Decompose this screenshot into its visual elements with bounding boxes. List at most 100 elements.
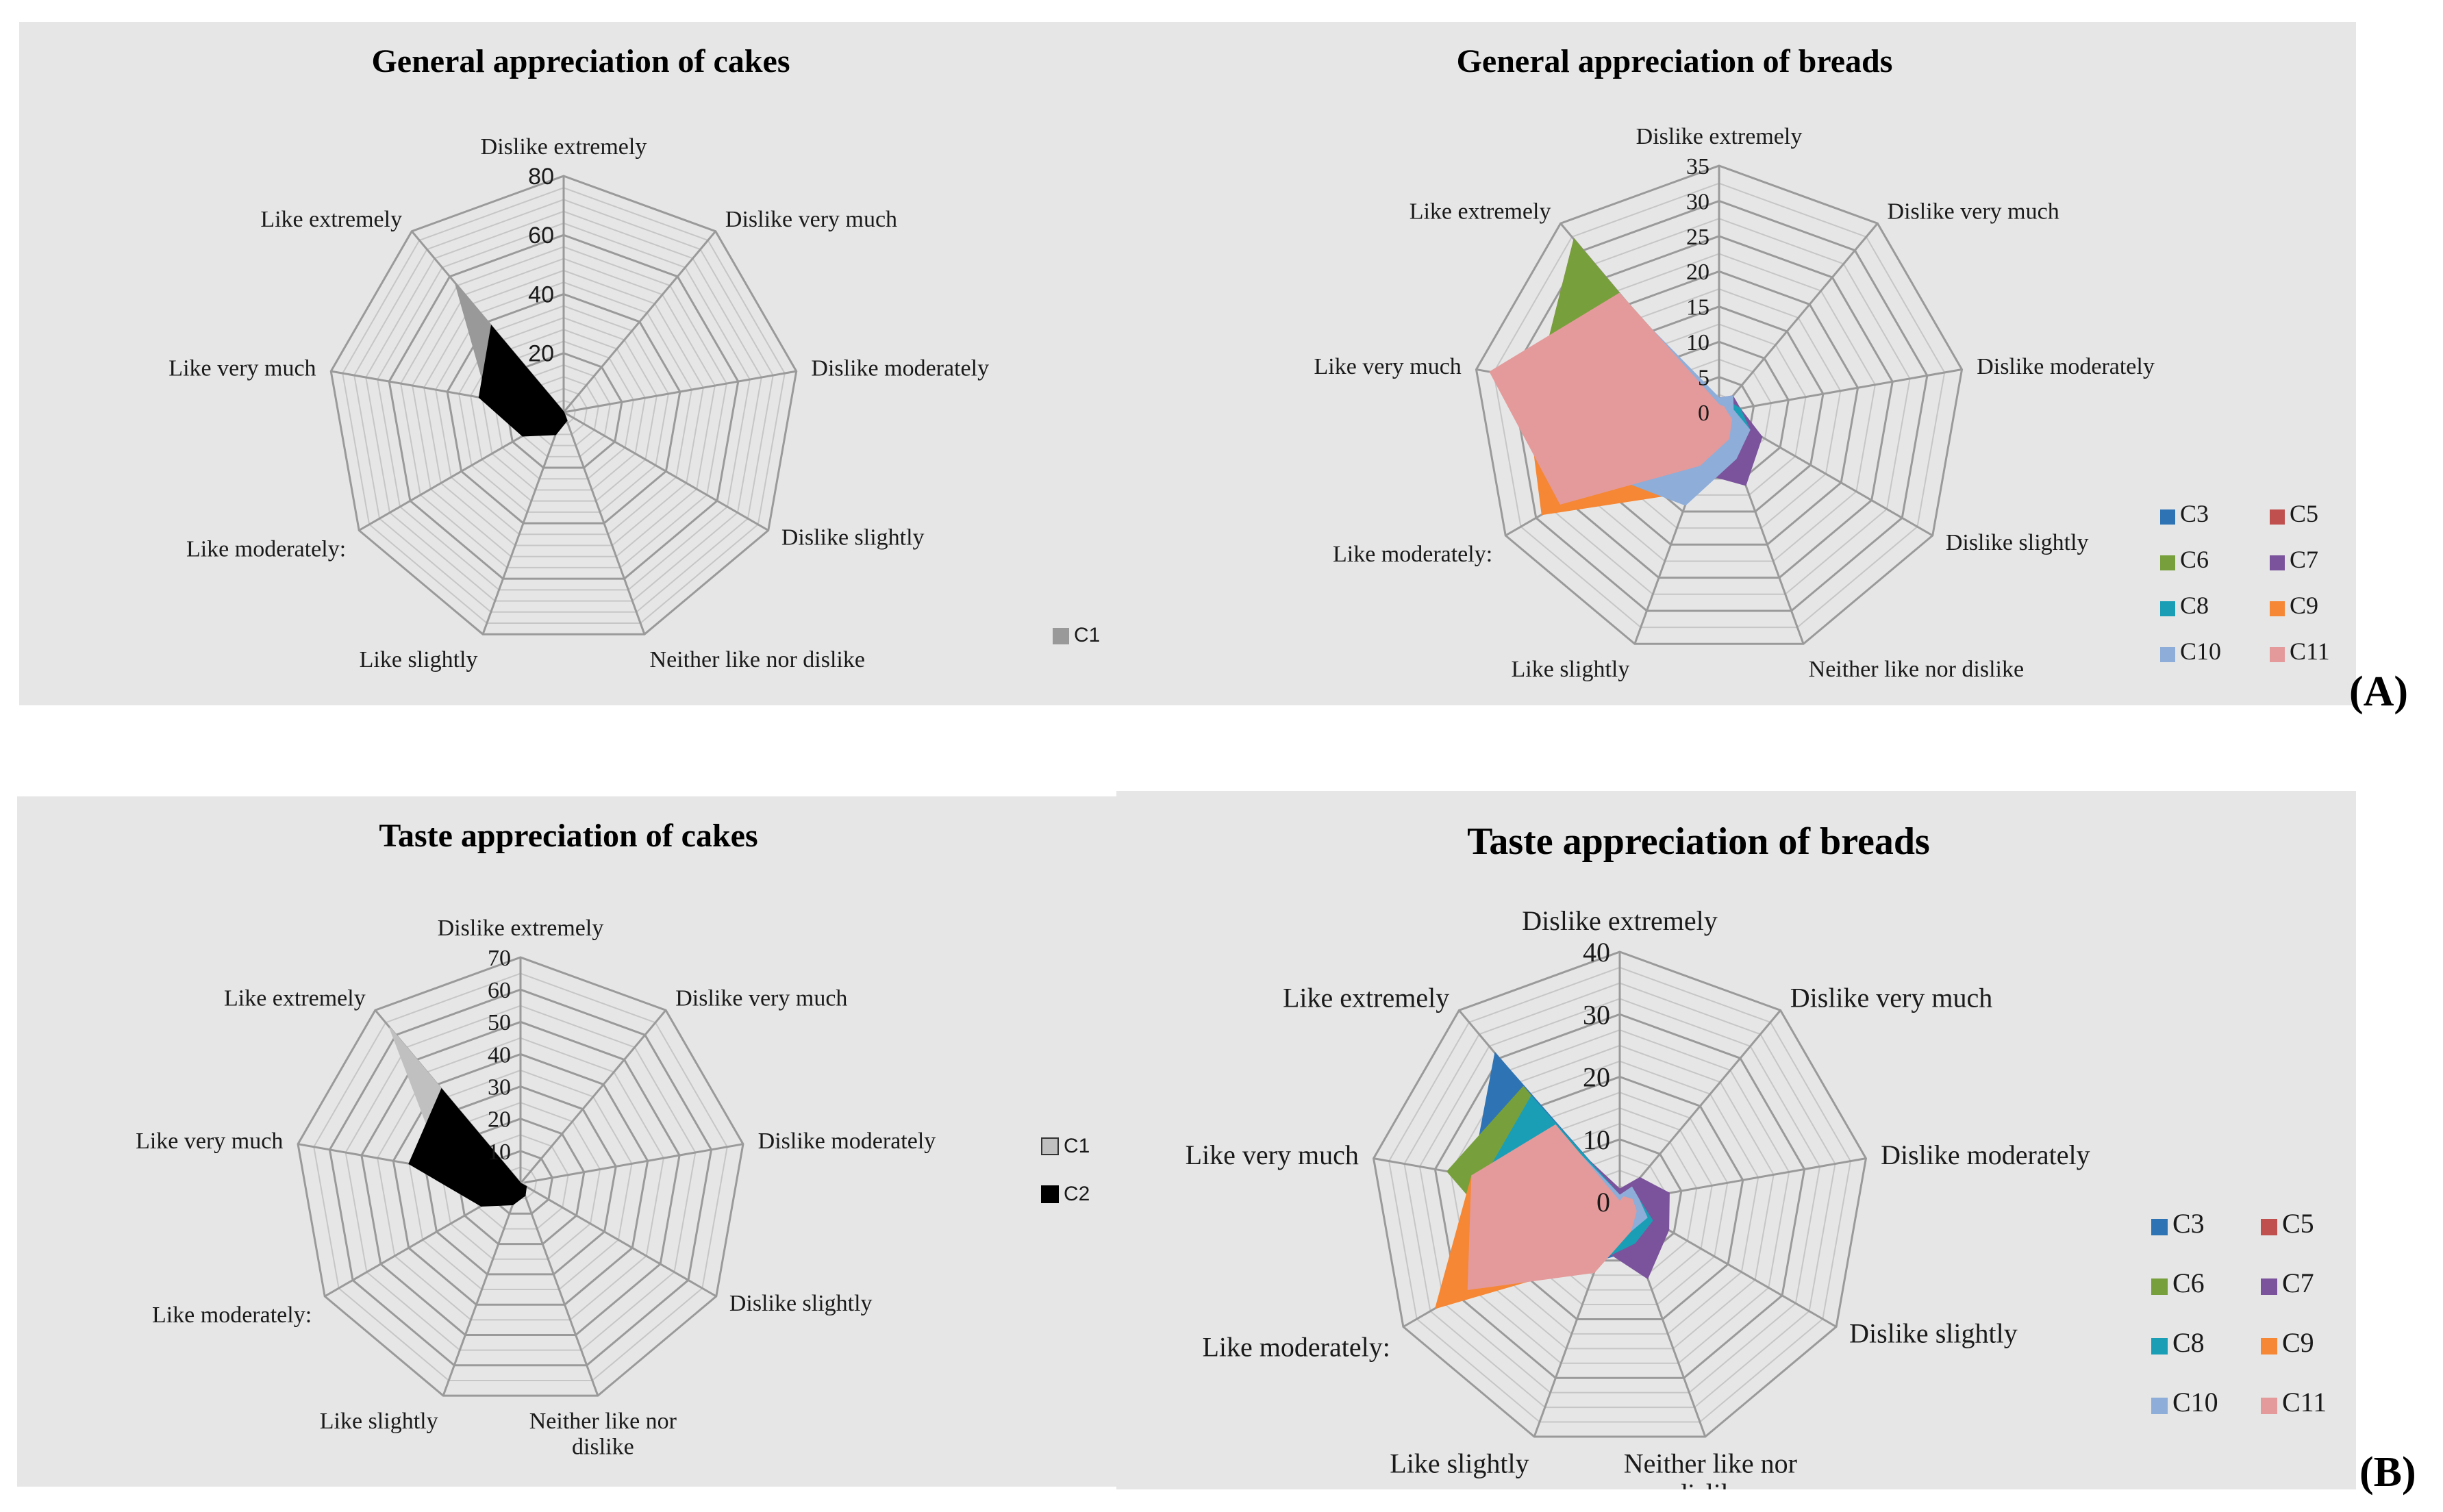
legend-label-c1: C1: [1074, 624, 1100, 646]
radar-spoke: [481, 412, 565, 635]
radar-category-label: Like moderately:: [1333, 542, 1492, 567]
radar-category-label: Like extremely: [224, 986, 366, 1011]
radar-spoke: [520, 1182, 717, 1298]
legend-label-c1: C1: [1064, 1135, 1090, 1157]
radar-category-label: Neither like nor dislike: [1809, 657, 2024, 682]
radar-tick-label: 50: [488, 1010, 511, 1035]
legend-swatch-c7: [2261, 1278, 2277, 1295]
legend-label-c5: C5: [2282, 1208, 2314, 1239]
legend-label-c10: C10: [2172, 1387, 2218, 1418]
chart-panel-general-breads: General appreciation of breads 35 30 25 20 1…: [1113, 22, 2356, 705]
legend-swatch-c2: [1041, 1185, 1059, 1203]
radar-tick-label: 25: [1686, 225, 1709, 250]
legend-label-c9: C9: [2282, 1327, 2314, 1358]
radar-tick-label: 30: [488, 1074, 511, 1100]
radar-major-gridline: [328, 988, 713, 1367]
radar-tick-label: 30: [1583, 999, 1610, 1030]
radar-category-label: Dislike moderately: [811, 355, 989, 381]
radar-chart-taste-breads: 40 30 20 10 0 Dislike extremely Dislike very m…: [1186, 905, 2327, 1489]
radar-category-label: Dislike slightly: [1946, 530, 2089, 555]
chart-panel-taste-cakes: Taste appreciation of cakes 70 60 50 40 30 20…: [17, 796, 1130, 1487]
legend-swatch-c6: [2151, 1278, 2168, 1295]
legend-swatch-c10: [2160, 647, 2175, 662]
radar-category-label: Like moderately:: [152, 1302, 312, 1328]
radar-category-label: Dislike moderately: [1881, 1139, 2090, 1170]
radar-spoke: [563, 370, 797, 414]
radar-major-gridline: [388, 234, 740, 580]
chart-legend: C3 C5 C6 C7 C8 C9 C10 C11: [2151, 1208, 2327, 1418]
radar-tick-label: 70: [488, 946, 511, 971]
legend-label-c2: C2: [1064, 1183, 1090, 1205]
radar-spoke: [1618, 1009, 1781, 1202]
radar-major-gridline: [392, 1053, 649, 1306]
radar-spoke: [1718, 368, 1962, 414]
chart-title: General appreciation of breads: [1456, 43, 1893, 79]
legend-label-c3: C3: [2172, 1208, 2205, 1239]
radar-category-label: Dislike slightly: [781, 525, 925, 551]
legend-label-c6: C6: [2180, 546, 2209, 573]
series-area-c2: [408, 1087, 527, 1207]
chart-title: Taste appreciation of breads: [1467, 820, 1930, 863]
legend-swatch-c11: [2270, 647, 2285, 662]
radar-major-gridline: [446, 292, 681, 525]
radar-category-label: Dislike very much: [725, 207, 897, 232]
legend-swatch-c6: [2160, 555, 2175, 570]
radar-category-label: Dislike slightly: [1849, 1318, 2018, 1349]
radar-grid: [297, 956, 744, 1397]
radar-tick-label: 20: [1583, 1062, 1610, 1093]
radar-tick-label: 40: [1583, 937, 1610, 968]
panel-label-b: (B): [2359, 1449, 2416, 1496]
radar-tick-label: 20: [488, 1107, 511, 1133]
radar-category-label: Like very much: [1314, 354, 1462, 379]
legend-swatch-c3: [2151, 1219, 2168, 1235]
legend-swatch-c10: [2151, 1398, 2168, 1414]
radar-major-gridline: [297, 956, 744, 1397]
radar-gridline: [423, 269, 704, 546]
radar-category-label: Dislike extremely: [438, 916, 604, 941]
radar-category-label: Dislike extremely: [1636, 124, 1803, 149]
radar-gridline: [1388, 966, 1852, 1423]
radar-chart-taste-cakes: 70 60 50 40 30 20 10 Dislike extremely Dislike v…: [136, 916, 1090, 1459]
radar-tick-label: 80: [528, 164, 554, 190]
radar-major-gridline: [1509, 199, 1929, 612]
legend-swatch-c11: [2261, 1398, 2277, 1414]
radar-major-gridline: [329, 175, 798, 635]
radar-gridline: [1492, 182, 1946, 629]
series-area-c2: [478, 325, 568, 437]
legend-swatch-c1: [1041, 1137, 1059, 1155]
radar-chart-general-cakes: 80 60 40 20 Dislike extremely Dislike very mu…: [168, 134, 1142, 672]
series-area-c11: [1489, 292, 1732, 505]
legend-label-c8: C8: [2180, 592, 2209, 619]
radar-spoke: [442, 1183, 522, 1396]
radar-gridline: [342, 187, 786, 624]
legend-label-c6: C6: [2172, 1268, 2205, 1298]
legend-label-c9: C9: [2290, 592, 2318, 619]
radar-spoke: [519, 1183, 599, 1396]
radar-category-label: Like very much: [168, 355, 316, 381]
radar-gridline: [1449, 1029, 1790, 1364]
radar-category-label: Dislike moderately: [758, 1129, 936, 1154]
chart-panel-taste-breads: Taste appreciation of breads 40 30 20 10 0 Di…: [1116, 791, 2356, 1489]
legend-swatch-c9: [2261, 1338, 2277, 1354]
chart-title: General appreciation of cakes: [371, 43, 790, 79]
radar-tick-label: 60: [528, 223, 554, 249]
radar-category-label: Like slightly: [1512, 657, 1630, 682]
radar-tick-label: 10: [1686, 330, 1709, 355]
radar-gridline: [377, 1037, 664, 1321]
radar-gridline: [344, 1005, 697, 1351]
radar-tick-label: 60: [488, 978, 511, 1003]
radar-tick-label: 5: [1698, 365, 1709, 390]
radar-category-label: Like extremely: [260, 207, 402, 232]
radar-spoke: [562, 230, 716, 413]
radar-spoke: [562, 412, 646, 635]
series-area-c11: [1467, 1124, 1637, 1290]
panel-label-a: (A): [2349, 668, 2409, 715]
radar-tick-label: 30: [1686, 189, 1709, 214]
radar-tick-label: 0: [1698, 401, 1709, 426]
legend-swatch-c5: [2261, 1219, 2277, 1235]
radar-category-label: Dislike very much: [675, 986, 847, 1011]
legend-label-c8: C8: [2172, 1327, 2205, 1358]
legend-label-c7: C7: [2290, 546, 2318, 573]
